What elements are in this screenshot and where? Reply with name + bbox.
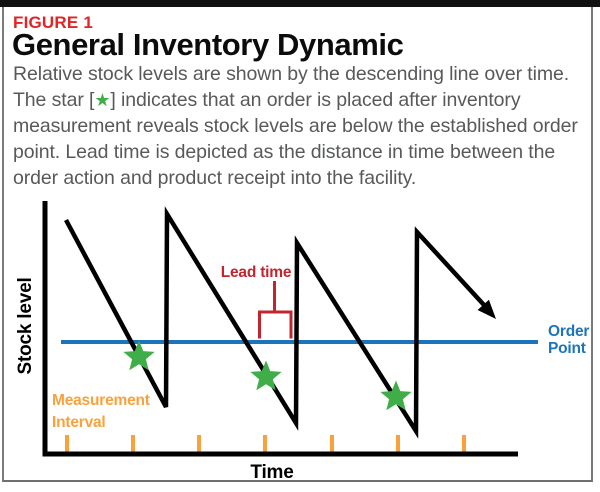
x-axis-label: Time <box>250 462 293 483</box>
order-star-icon <box>380 380 412 411</box>
figure-title: General Inventory Dynamic <box>12 27 404 62</box>
measurement-interval-label-line2: Interval <box>52 414 106 431</box>
star-icon: ★ <box>94 90 111 110</box>
lead-time-label: Lead time <box>221 264 292 281</box>
order-star-icon <box>123 340 155 371</box>
order-point-label-line2: Point <box>548 340 586 357</box>
description-text-before: Relative stock levels are shown by the d… <box>13 63 570 111</box>
figure-description: Relative stock levels are shown by the d… <box>13 61 587 191</box>
figure-label: FIGURE 1 <box>13 13 94 32</box>
measurement-interval-label-line1: Measurement <box>52 392 150 409</box>
order-point-label-line1: Order <box>548 323 589 340</box>
chart-shapes <box>42 201 538 457</box>
chart-axes <box>42 201 518 457</box>
top-rule <box>0 0 600 7</box>
description-text-after: ] indicates that an order is placed afte… <box>13 89 578 189</box>
arrowhead-icon <box>477 299 496 319</box>
order-star-icon <box>250 360 282 391</box>
inventory-level-line <box>64 206 486 439</box>
y-axis-label: Stock level <box>15 277 36 374</box>
lead-time-bracket <box>258 281 293 339</box>
